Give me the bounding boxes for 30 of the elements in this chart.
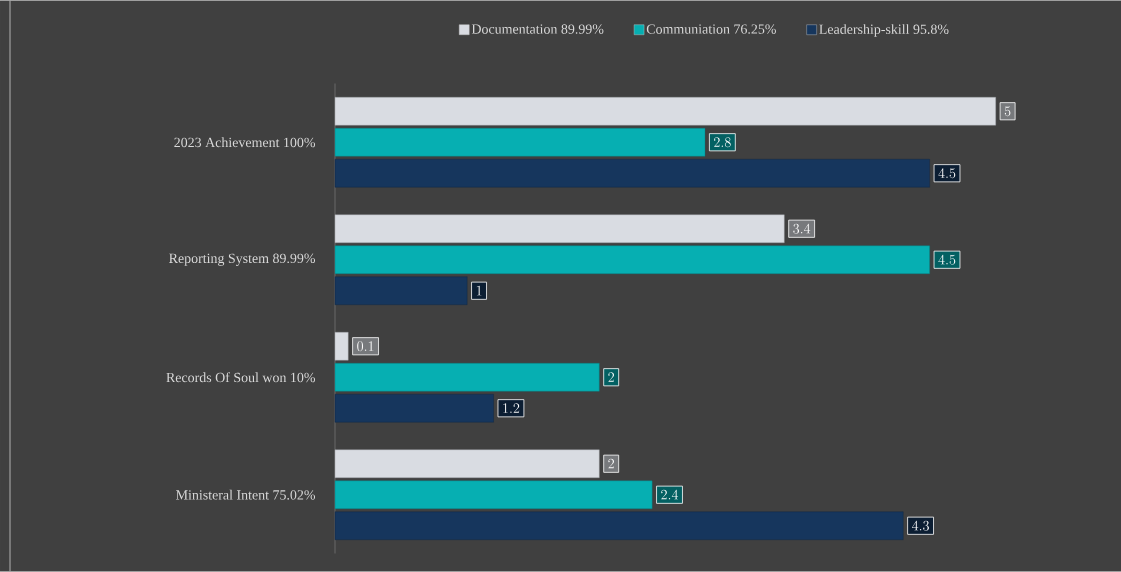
bar: [334, 97, 996, 126]
data-label: 0. 1: [357, 341, 374, 352]
bar: [334, 511, 904, 540]
legend-label: Leadership-skill 95.8%: [819, 24, 949, 37]
bar: [334, 332, 349, 361]
data-label: 4.5: [938, 254, 956, 265]
data-label: 2.8: [714, 137, 731, 148]
bar: [334, 159, 930, 188]
data-label: 2: [608, 458, 614, 469]
y-tick-label: 2023 Achievement 100%: [174, 137, 316, 148]
bar: [334, 276, 468, 305]
data-label: 1: [476, 285, 482, 296]
bar: [334, 214, 785, 243]
data-label: 2.4: [661, 489, 679, 500]
legend-label: Communiation 76.25%: [646, 24, 776, 34]
legend-label: Documentation 89.99%: [471, 24, 604, 34]
bar: [334, 480, 653, 509]
bar: [334, 449, 600, 478]
data-label: 3.4: [793, 223, 811, 234]
bar: [334, 363, 600, 392]
data-label: 2: [608, 372, 614, 382]
y-tick-label: Records Of Soul won 10%: [166, 372, 316, 383]
y-tick-label: Ministeral Intent 75.02%: [176, 489, 316, 500]
bar: [334, 394, 494, 423]
y-tick-label: Reporting System 89.99%: [169, 253, 316, 266]
data-label: 4.3: [911, 520, 929, 531]
data-label: 1 .2: [503, 403, 520, 413]
data-label: 4.5: [938, 168, 956, 179]
bar: [334, 245, 930, 274]
data-label: 5: [1004, 106, 1011, 117]
